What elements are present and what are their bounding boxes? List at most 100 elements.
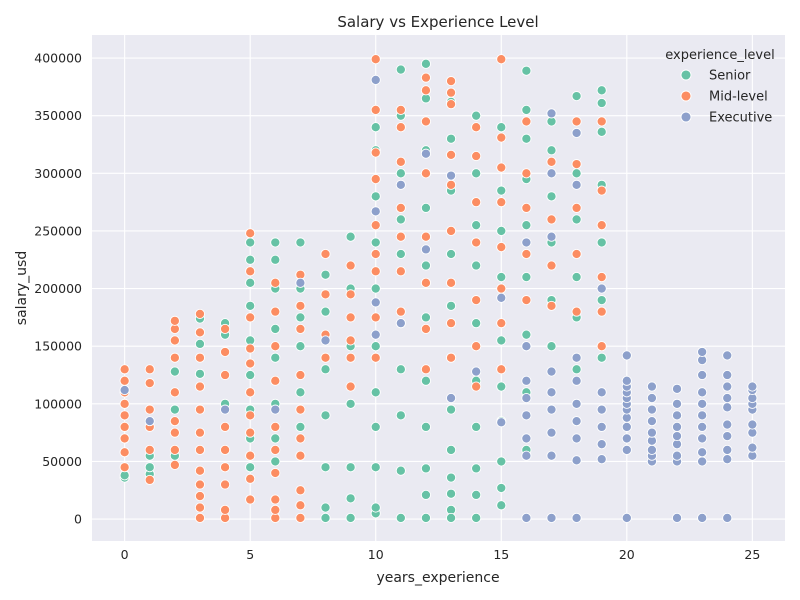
data-point: [370, 341, 381, 352]
data-point: [420, 58, 431, 69]
data-point: [370, 283, 381, 294]
data-point: [295, 277, 306, 288]
data-point: [245, 343, 256, 354]
data-point: [697, 456, 708, 467]
data-point: [345, 335, 356, 346]
data-point: [521, 433, 532, 444]
data-point: [571, 398, 582, 409]
data-point: [646, 416, 657, 427]
data-point: [521, 329, 532, 340]
data-point: [471, 260, 482, 271]
data-point: [446, 352, 457, 363]
data-point: [496, 482, 507, 494]
x-tick-label: 25: [744, 547, 760, 562]
data-point: [671, 383, 683, 394]
data-point: [722, 512, 733, 523]
data-point: [546, 145, 557, 156]
data-point: [320, 512, 331, 523]
data-point: [747, 419, 758, 430]
data-point: [546, 231, 557, 242]
data-point: [747, 442, 758, 453]
data-point: [320, 306, 331, 317]
data-point: [395, 156, 406, 167]
data-point: [446, 318, 457, 329]
data-point: [722, 444, 733, 455]
data-point: [169, 315, 180, 326]
data-point: [320, 364, 331, 375]
data-point: [521, 295, 532, 306]
data-point: [521, 450, 532, 461]
legend-label: Senior: [709, 69, 751, 84]
data-point: [395, 231, 406, 242]
data-point: [596, 421, 607, 432]
data-point: [194, 368, 206, 379]
data-point: [270, 237, 281, 248]
data-point: [496, 162, 507, 173]
data-point: [521, 272, 532, 283]
data-point: [370, 352, 381, 363]
data-point: [345, 493, 356, 504]
data-point: [596, 295, 607, 306]
y-tick-label: 250000: [34, 223, 82, 238]
data-point: [295, 369, 306, 381]
legend-label: Executive: [709, 111, 772, 126]
data-point: [471, 489, 482, 500]
data-point: [521, 65, 532, 76]
data-point: [546, 300, 557, 311]
data-point: [395, 465, 406, 476]
data-point: [621, 433, 632, 444]
data-point: [496, 335, 507, 346]
data-point: [370, 191, 381, 202]
data-point: [370, 502, 381, 513]
data-point: [571, 91, 582, 102]
x-axis-label: years_experience: [376, 570, 499, 586]
data-point: [471, 110, 482, 121]
data-point: [571, 272, 582, 283]
data-point: [370, 237, 381, 248]
data-point: [395, 104, 406, 115]
data-point: [671, 398, 683, 409]
y-tick-label: 350000: [34, 108, 82, 123]
data-point: [646, 427, 657, 438]
data-point: [697, 512, 708, 523]
data-point: [496, 456, 507, 467]
x-tick-label: 20: [619, 547, 635, 562]
series-mid-level: [119, 54, 607, 523]
data-point: [521, 237, 532, 248]
data-point: [220, 444, 231, 455]
data-point: [446, 512, 457, 523]
data-point: [571, 416, 582, 427]
data-point: [646, 404, 657, 415]
data-point: [169, 459, 180, 470]
data-point: [596, 85, 607, 96]
data-point: [471, 318, 482, 329]
data-point: [521, 116, 532, 127]
data-point: [546, 512, 557, 523]
data-point: [546, 387, 557, 398]
data-point: [320, 289, 331, 300]
data-point: [571, 248, 582, 260]
data-point: [596, 116, 607, 127]
data-point: [471, 341, 482, 352]
data-point: [546, 156, 557, 167]
data-point: [496, 197, 507, 208]
data-point: [169, 387, 180, 398]
data-point: [496, 132, 507, 143]
data-point: [471, 381, 482, 392]
data-point: [420, 202, 431, 213]
data-point: [320, 502, 331, 513]
data-point: [546, 108, 557, 119]
data-point: [596, 237, 607, 248]
data-point: [571, 214, 582, 225]
data-point: [446, 248, 457, 260]
data-point: [220, 479, 231, 490]
data-point: [671, 431, 683, 442]
data-point: [596, 352, 607, 363]
data-point: [420, 364, 431, 375]
data-point: [571, 352, 582, 363]
data-point: [270, 494, 281, 505]
data-point: [546, 191, 557, 202]
data-point: [496, 381, 507, 392]
data-point: [220, 404, 231, 415]
data-point: [144, 416, 155, 427]
